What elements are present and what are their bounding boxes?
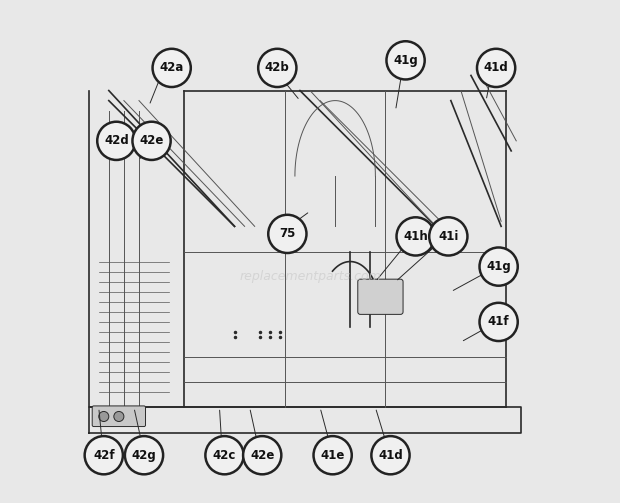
Text: 41g: 41g [393,54,418,67]
Circle shape [397,217,435,256]
Circle shape [205,436,244,474]
Circle shape [153,49,191,87]
Text: 41g: 41g [486,260,511,273]
Text: 42c: 42c [213,449,236,462]
Circle shape [97,122,135,160]
Circle shape [477,49,515,87]
Text: 42a: 42a [159,61,184,74]
Circle shape [429,217,467,256]
Text: 41d: 41d [484,61,508,74]
Text: 41i: 41i [438,230,459,243]
Circle shape [243,436,281,474]
FancyBboxPatch shape [358,279,403,314]
Text: 41e: 41e [321,449,345,462]
Text: 41f: 41f [488,315,510,328]
Circle shape [99,411,108,422]
Circle shape [371,436,410,474]
Circle shape [114,411,124,422]
Circle shape [125,436,163,474]
Text: 42g: 42g [131,449,156,462]
Text: 41d: 41d [378,449,403,462]
Circle shape [314,436,352,474]
Circle shape [133,122,171,160]
Circle shape [386,41,425,79]
Text: 41h: 41h [403,230,428,243]
Text: replacementparts.com: replacementparts.com [239,270,381,283]
Circle shape [268,215,306,253]
Circle shape [479,303,518,341]
Text: 42b: 42b [265,61,290,74]
Text: 75: 75 [279,227,296,240]
FancyBboxPatch shape [92,406,146,427]
Text: 42f: 42f [93,449,115,462]
Circle shape [85,436,123,474]
Text: 42d: 42d [104,134,129,147]
Text: 42e: 42e [140,134,164,147]
Text: 42e: 42e [250,449,275,462]
Circle shape [479,247,518,286]
Circle shape [258,49,296,87]
